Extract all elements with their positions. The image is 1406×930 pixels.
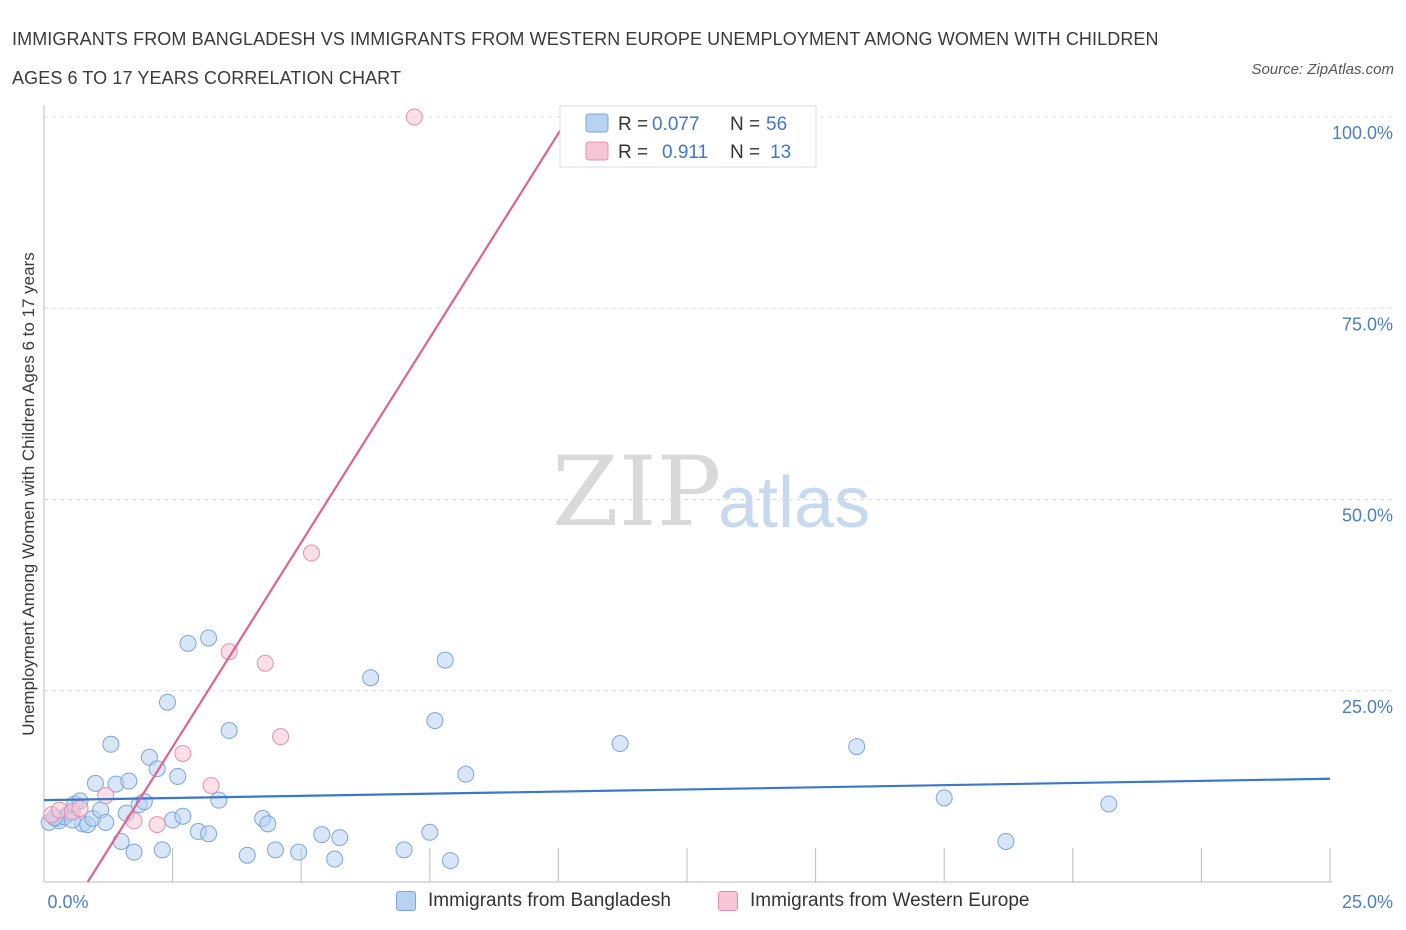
point-bangladesh-47 (611, 735, 629, 753)
point-bangladesh-13 (102, 735, 120, 753)
point-bangladesh-40 (362, 669, 380, 687)
chart-title: IMMIGRANTS FROM BANGLADESH VS IMMIGRANTS… (12, 20, 1212, 98)
series-legend: Immigrants from Bangladesh Immigrants fr… (0, 884, 1406, 920)
point-bangladesh-45 (441, 852, 459, 870)
point-western-europe-8 (202, 777, 220, 795)
point-western-europe-3 (71, 800, 89, 818)
point-bangladesh-26 (179, 634, 197, 652)
point-bangladesh-25 (169, 767, 187, 785)
point-bangladesh-36 (290, 843, 308, 861)
point-western-europe-10 (256, 654, 274, 672)
point-bangladesh-43 (426, 712, 444, 730)
point-western-europe-6 (148, 816, 166, 834)
point-bangladesh-31 (220, 722, 238, 740)
legend-label-western-europe: Immigrants from Western Europe (750, 890, 1030, 911)
stats-n-value-pink: 13 (770, 142, 791, 163)
point-western-europe-11 (272, 728, 290, 746)
point-bangladesh-51 (1100, 795, 1118, 813)
grid-layer (44, 116, 1394, 692)
source-label: Source: ZipAtlas.com (1251, 61, 1394, 78)
point-bangladesh-39 (331, 829, 349, 847)
watermark-zip: ZIP (552, 436, 721, 548)
ticks-layer: 25.0% 50.0% 75.0% 100.0% 0.0% 25.0% (47, 123, 1393, 912)
point-western-europe-5 (125, 812, 143, 830)
trend-layer (43, 116, 1331, 883)
point-western-europe-4 (97, 787, 115, 805)
point-bangladesh-23 (158, 693, 176, 711)
point-bangladesh-29 (200, 825, 218, 843)
legend-item-bangladesh[interactable]: Immigrants from Bangladesh (396, 890, 671, 912)
point-bangladesh-10 (86, 774, 104, 792)
point-bangladesh-48 (848, 738, 866, 756)
trendline-western-europe (86, 116, 570, 883)
point-bangladesh-17 (125, 843, 143, 861)
point-bangladesh-44 (436, 651, 454, 669)
watermark-atlas: atlas (718, 463, 870, 543)
y-tick-label-75: 75.0% (1342, 314, 1393, 334)
stats-n-label-pink: N = (730, 142, 760, 163)
points-layer (40, 108, 1118, 870)
stats-n-value-blue: 56 (766, 114, 787, 135)
point-western-europe-13 (405, 108, 423, 126)
point-bangladesh-28 (200, 629, 218, 647)
point-bangladesh-50 (997, 832, 1015, 850)
chart-title-line1: IMMIGRANTS FROM BANGLADESH VS IMMIGRANTS… (12, 29, 1159, 49)
point-western-europe-7 (174, 744, 192, 762)
point-bangladesh-38 (326, 850, 344, 868)
x-tick-label-max: 25.0% (1342, 892, 1393, 912)
legend-swatch-western-europe (718, 891, 738, 911)
point-bangladesh-42 (421, 823, 439, 841)
stats-swatch-blue (585, 113, 609, 133)
point-bangladesh-12 (97, 813, 115, 831)
point-bangladesh-41 (395, 841, 413, 859)
point-western-europe-12 (302, 544, 320, 562)
y-axis-label: Unemployment Among Women with Children A… (19, 252, 38, 736)
x-tick-label-min: 0.0% (47, 892, 88, 912)
stats-r-value-pink: 0.911 (662, 142, 708, 163)
y-tick-label-25: 25.0% (1342, 697, 1393, 717)
legend-label-bangladesh: Immigrants from Bangladesh (428, 890, 671, 911)
stats-r-label-blue: R = (618, 114, 648, 135)
point-bangladesh-34 (259, 815, 277, 833)
point-bangladesh-37 (313, 826, 331, 844)
point-bangladesh-55 (174, 807, 192, 825)
point-western-europe-9 (220, 643, 238, 661)
point-bangladesh-49 (935, 789, 953, 807)
stats-r-value-blue: 0.077 (652, 114, 700, 135)
stats-r-label-pink: R = (618, 142, 648, 163)
point-bangladesh-32 (238, 846, 256, 864)
point-bangladesh-22 (153, 841, 171, 859)
stats-swatch-pink (585, 141, 609, 161)
trendline-bangladesh (43, 777, 1331, 802)
point-bangladesh-35 (266, 841, 284, 859)
legend-swatch-bangladesh (396, 891, 416, 911)
watermark: ZIP atlas (552, 436, 870, 548)
y-tick-label-50: 50.0% (1342, 506, 1393, 526)
stats-legend: R = 0.077 N = 56 R = 0.911 N = 13 (559, 105, 817, 168)
axes-layer (43, 105, 1332, 883)
y-tick-label-100: 100.0% (1332, 123, 1393, 143)
point-bangladesh-16 (120, 772, 138, 790)
legend-item-western-europe[interactable]: Immigrants from Western Europe (718, 890, 1029, 912)
stats-n-label-blue: N = (730, 114, 760, 135)
point-bangladesh-46 (457, 765, 475, 783)
point-bangladesh-30 (210, 791, 228, 809)
chart-title-line2: AGES 6 TO 17 YEARS CORRELATION CHART (12, 68, 402, 88)
